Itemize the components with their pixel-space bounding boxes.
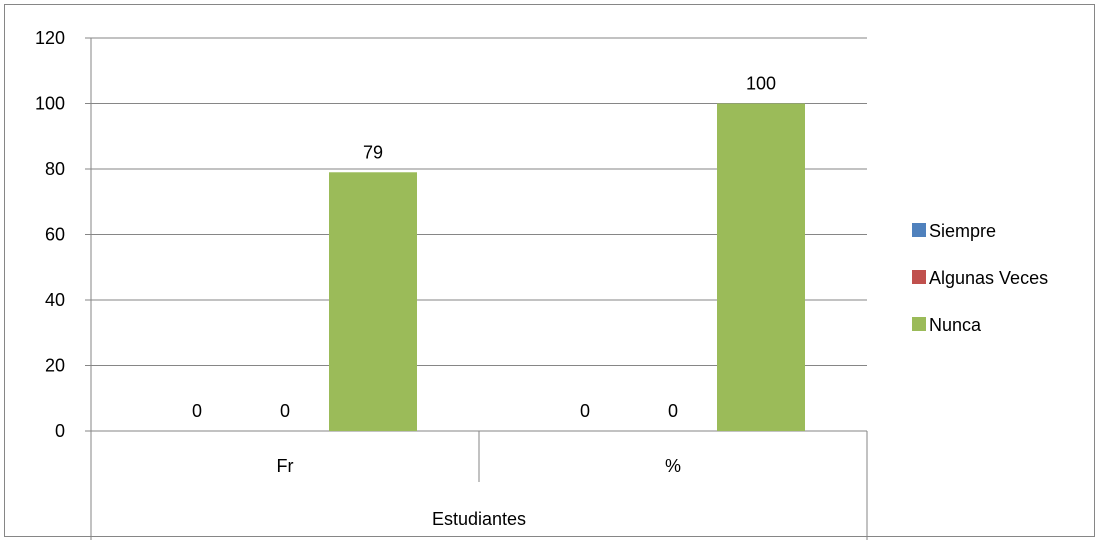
legend-swatch (912, 223, 926, 237)
data-label: 0 (192, 401, 202, 421)
category-label: % (665, 456, 681, 476)
legend: Siempre Algunas Veces Nunca (912, 221, 1048, 335)
legend-label: Algunas Veces (929, 268, 1048, 288)
category-label: Fr (277, 456, 294, 476)
legend-swatch (912, 317, 926, 331)
y-tick-label: 60 (45, 225, 65, 245)
data-label: 0 (280, 401, 290, 421)
y-tick-label: 0 (55, 421, 65, 441)
y-tick-label: 80 (45, 159, 65, 179)
y-tick-label: 120 (35, 28, 65, 48)
group-label: Estudiantes (432, 509, 526, 529)
bars (329, 103, 805, 431)
bar (717, 103, 805, 431)
data-label: 0 (668, 401, 678, 421)
y-tick-label: 100 (35, 94, 65, 114)
data-label: 100 (746, 74, 776, 94)
legend-swatch (912, 270, 926, 284)
y-tick-label: 40 (45, 290, 65, 310)
data-label: 0 (580, 401, 590, 421)
data-labels: 0 0 79 0 0 100 (192, 74, 776, 422)
data-label: 79 (363, 142, 383, 162)
bar (329, 172, 417, 431)
y-tick-label: 20 (45, 356, 65, 376)
legend-label: Siempre (929, 221, 996, 241)
legend-label: Nunca (929, 315, 982, 335)
